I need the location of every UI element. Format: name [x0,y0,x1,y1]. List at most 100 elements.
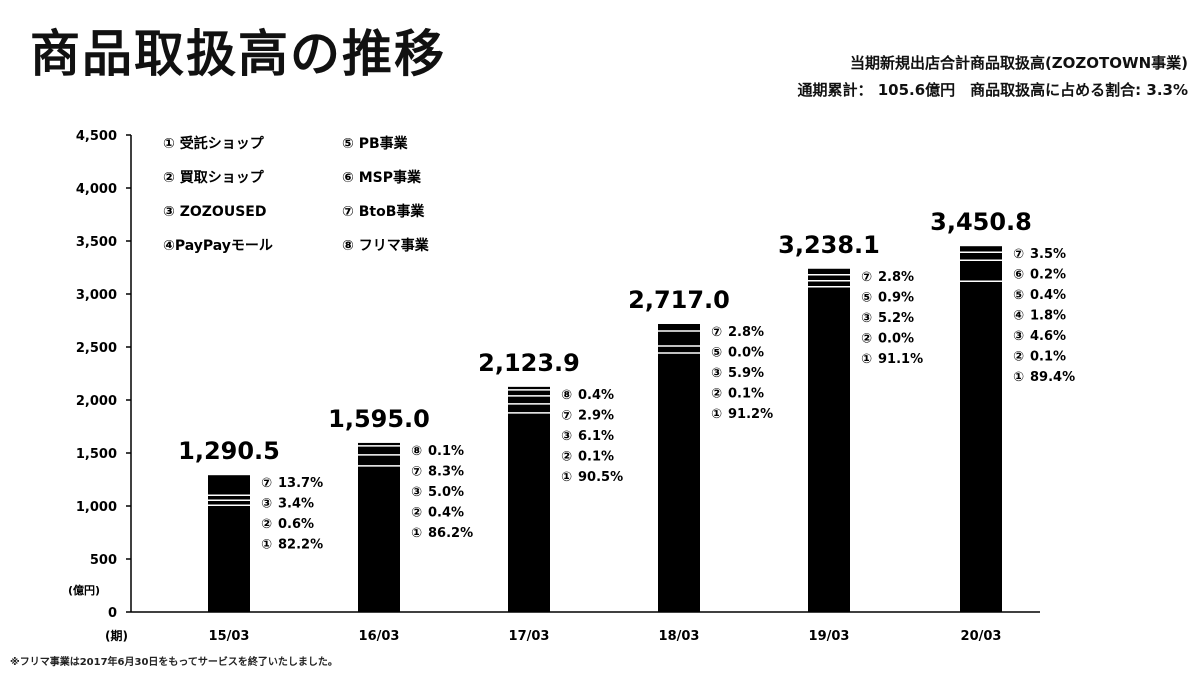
legend-item: ⑧ フリマ事業 [342,237,430,254]
breakdown-marker: ② [711,386,722,401]
breakdown-value: 0.1% [428,444,464,459]
breakdown-value: 2.8% [728,325,764,340]
bar-value-label: 3,450.8 [930,208,1032,236]
x-axis-unit-label: (期) [105,628,128,643]
footnote: ※フリマ事業は2017年6月30日をもってサービスを終了いたしました。 [10,657,338,668]
breakdown-value: 0.4% [1030,288,1066,303]
breakdown-marker: ① [861,352,872,367]
legend-item: ⑤ PB事業 [342,135,409,152]
breakdown-marker: ③ [1013,329,1024,344]
breakdown-marker: ② [261,517,272,532]
breakdown-marker: ⑤ [861,290,872,305]
breakdown-value: 5.0% [428,485,464,500]
legend-item: ⑦ BtoB事業 [342,203,425,220]
y-tick-label: 0 [108,606,117,621]
x-tick-label: 15/03 [209,629,250,644]
breakdown-value: 1.8% [1030,309,1066,324]
breakdown-value: 4.6% [1030,329,1066,344]
breakdown-marker: ① [561,470,572,485]
bar-value-label: 2,717.0 [628,286,730,314]
breakdown-marker: ⑦ [861,270,872,285]
breakdown-marker: ⑧ [411,444,422,459]
breakdown-value: 2.9% [578,408,614,423]
breakdown-marker: ① [1013,370,1024,385]
bar-value-label: 2,123.9 [478,349,580,377]
breakdown-marker: ② [561,449,572,464]
x-tick-label: 18/03 [659,629,700,644]
page-title: 商品取扱高の推移 [30,25,446,83]
breakdown-value: 0.0% [728,345,764,360]
new-store-note: 当期新規出店合計商品取扱高(ZOZOTOWN事業) 通期累計： 105.6億円 … [798,50,1189,104]
bar [808,268,850,612]
breakdown-value: 0.6% [278,517,314,532]
legend-item: ③ ZOZOUSED [163,204,266,220]
y-tick-label: 3,000 [76,288,117,303]
breakdown-value: 90.5% [578,470,623,485]
breakdown-value: 0.1% [578,449,614,464]
breakdown-value: 0.4% [428,505,464,520]
breakdown-value: 13.7% [278,476,323,491]
bar [208,475,250,612]
x-tick-label: 16/03 [359,629,400,644]
breakdown-value: 2.8% [878,270,914,285]
y-axis-unit-label: (億円) [68,583,100,597]
breakdown-marker: ① [411,526,422,541]
breakdown-value: 6.1% [578,429,614,444]
breakdown-marker: ⑧ [561,388,572,403]
y-tick-label: 1,000 [76,500,117,515]
breakdown-value: 5.2% [878,311,914,326]
bar-value-label: 1,595.0 [328,405,430,433]
y-tick-label: 2,000 [76,394,117,409]
breakdown-marker: ⑦ [411,464,422,479]
y-tick-label: 4,500 [76,129,117,144]
breakdown-value: 89.4% [1030,370,1075,385]
breakdown-value: 0.2% [1030,268,1066,283]
breakdown-value: 8.3% [428,464,464,479]
y-tick-label: 4,000 [76,182,117,197]
breakdown-marker: ⑦ [1013,247,1024,262]
breakdown-marker: ⑤ [711,345,722,360]
new-store-note-line2: 通期累計： 105.6億円 商品取扱高に占める割合: 3.3% [797,81,1189,99]
breakdown-marker: ③ [261,497,272,512]
y-tick-label: 3,500 [76,235,117,250]
bar [658,323,700,612]
breakdown-value: 0.4% [578,388,614,403]
y-tick-label: 2,500 [76,341,117,356]
breakdown-marker: ③ [561,429,572,444]
breakdown-value: 3.5% [1030,247,1066,262]
breakdown-marker: ① [711,407,722,422]
bar-value-label: 3,238.1 [778,231,880,259]
breakdown-marker: ① [261,538,272,553]
breakdown-value: 82.2% [278,538,323,553]
breakdown-value: 3.4% [278,497,314,512]
new-store-note-line1: 当期新規出店合計商品取扱高(ZOZOTOWN事業) [849,54,1188,72]
breakdown-marker: ② [411,505,422,520]
x-tick-label: 20/03 [961,629,1002,644]
breakdown-value: 91.2% [728,407,773,422]
breakdown-marker: ⑦ [561,408,572,423]
breakdown-marker: ⑤ [1013,288,1024,303]
y-tick-label: 1,500 [76,447,117,462]
breakdown-marker: ④ [1013,309,1024,324]
breakdown-marker: ⑥ [1013,268,1024,283]
bar-value-label: 1,290.5 [178,437,280,465]
x-tick-label: 19/03 [809,629,850,644]
breakdown-value: 0.9% [878,290,914,305]
legend-item: ① 受託ショップ [163,135,265,152]
breakdown-marker: ③ [861,311,872,326]
breakdown-value: 0.1% [728,386,764,401]
breakdown-value: 91.1% [878,352,923,367]
breakdown-value: 0.1% [1030,350,1066,365]
breakdown-value: 5.9% [728,366,764,381]
legend-item: ⑥ MSP事業 [342,169,422,186]
bar [960,246,1002,612]
breakdown-marker: ③ [711,366,722,381]
breakdown-marker: ② [1013,350,1024,365]
legend-item: ② 買取ショップ [163,170,265,186]
legend-item: ④PayPayモール [163,238,273,254]
y-tick-label: 500 [90,553,117,568]
breakdown-value: 86.2% [428,526,473,541]
bar [358,442,400,612]
breakdown-value: 0.0% [878,331,914,346]
